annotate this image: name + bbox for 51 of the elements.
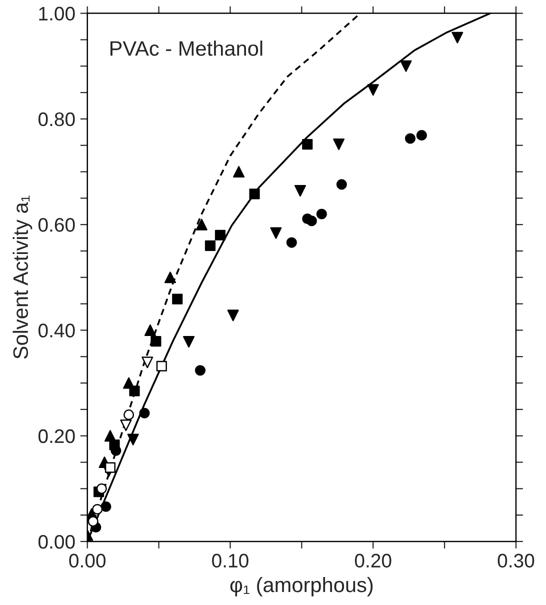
y-axis-title: Solvent Activity a₁ xyxy=(12,196,32,359)
point xyxy=(96,483,107,494)
point xyxy=(183,336,195,348)
point xyxy=(249,188,260,200)
point xyxy=(120,420,132,432)
point xyxy=(404,133,416,144)
x-tick-label: 0.00 xyxy=(69,554,106,568)
y-tick-label: 0.20 xyxy=(38,429,75,444)
point xyxy=(88,516,98,527)
y-tick-label: 0.40 xyxy=(38,324,75,338)
point xyxy=(172,294,183,304)
point xyxy=(142,356,154,368)
point xyxy=(302,139,313,150)
point xyxy=(144,324,156,336)
point xyxy=(100,501,112,512)
y-tick-label: 1.00 xyxy=(39,6,75,21)
point xyxy=(306,216,317,226)
point xyxy=(214,230,226,240)
point xyxy=(227,310,239,322)
point xyxy=(92,504,103,515)
point xyxy=(294,185,306,197)
point xyxy=(110,445,122,456)
x-tick-label: 0.30 xyxy=(498,554,534,568)
point xyxy=(400,60,412,72)
point xyxy=(367,84,379,96)
point xyxy=(127,434,139,446)
point xyxy=(164,272,176,284)
y-tick-label: 0.00 xyxy=(38,534,75,549)
annotation: PVAc - Methanol xyxy=(110,40,262,56)
point xyxy=(194,365,206,376)
point xyxy=(139,408,150,418)
point xyxy=(156,360,167,372)
point xyxy=(336,179,347,190)
y-tick-label: 0.60 xyxy=(38,218,75,232)
point xyxy=(316,208,327,220)
point xyxy=(416,130,427,141)
point xyxy=(124,409,134,420)
point xyxy=(129,386,140,396)
point xyxy=(104,462,116,473)
y-tick-label: 0.80 xyxy=(38,112,75,126)
x-tick-label: 0.20 xyxy=(354,554,392,568)
point xyxy=(286,237,297,248)
x-axis-title: φ₁ (amorphous) xyxy=(230,576,373,596)
point xyxy=(333,138,345,150)
x-tick-label: 0.10 xyxy=(212,554,248,568)
point xyxy=(452,32,464,44)
point xyxy=(270,227,282,239)
point xyxy=(204,240,216,251)
point xyxy=(150,336,162,347)
point xyxy=(196,218,208,230)
point xyxy=(233,166,245,178)
